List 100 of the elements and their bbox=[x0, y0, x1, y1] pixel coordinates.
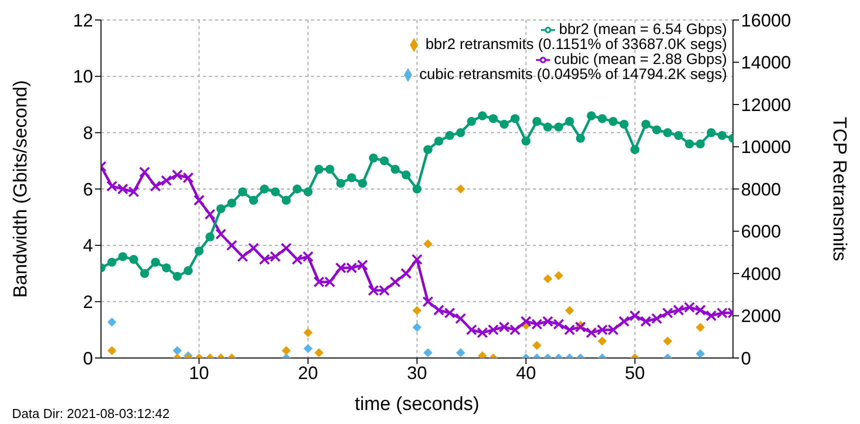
point bbox=[162, 263, 171, 272]
point bbox=[150, 258, 160, 267]
point bbox=[194, 194, 205, 206]
y2-tick-label: 0 bbox=[741, 348, 752, 368]
point bbox=[314, 164, 324, 174]
point bbox=[237, 251, 248, 262]
point bbox=[194, 246, 204, 256]
point bbox=[215, 228, 226, 240]
point bbox=[674, 130, 684, 140]
point bbox=[576, 134, 585, 143]
point bbox=[629, 310, 640, 322]
point bbox=[107, 258, 116, 267]
x-tick-label: 50 bbox=[624, 362, 645, 383]
y-tick-label: 12 bbox=[72, 10, 93, 30]
point bbox=[434, 136, 444, 146]
point bbox=[216, 204, 226, 214]
point bbox=[325, 164, 334, 174]
point bbox=[390, 164, 400, 174]
point bbox=[139, 166, 150, 178]
point bbox=[620, 120, 629, 129]
point bbox=[696, 139, 705, 148]
legend-label: cubic retransmits (0.0495% of 14794.2K segs) bbox=[419, 66, 727, 83]
point bbox=[184, 266, 193, 276]
point bbox=[270, 187, 280, 196]
y-axis-title: Bandwidth (Gbits/second) bbox=[10, 80, 32, 298]
y-tick-label: 6 bbox=[82, 179, 93, 200]
point bbox=[368, 154, 378, 163]
y2-tick-label: 8000 bbox=[741, 179, 782, 200]
point bbox=[586, 111, 596, 120]
point bbox=[456, 128, 466, 138]
point bbox=[400, 268, 412, 279]
point bbox=[652, 125, 662, 134]
legend-label: bbr2 (mean = 6.54 Gbps) bbox=[558, 21, 727, 38]
x-tick-label: 20 bbox=[298, 362, 318, 383]
y2-tick-label: 4000 bbox=[741, 264, 782, 284]
point bbox=[380, 156, 389, 166]
x-axis-title: time (seconds) bbox=[354, 394, 480, 415]
point bbox=[478, 111, 487, 120]
point bbox=[412, 184, 422, 194]
x-tick-label: 10 bbox=[189, 362, 210, 383]
y2-tick-label: 16000 bbox=[741, 10, 792, 30]
point bbox=[160, 175, 172, 186]
point bbox=[543, 122, 552, 132]
point bbox=[706, 128, 716, 138]
y-tick-label: 10 bbox=[72, 66, 93, 87]
point bbox=[205, 232, 214, 242]
point bbox=[455, 313, 466, 324]
point bbox=[402, 170, 411, 180]
point bbox=[412, 254, 422, 265]
point bbox=[249, 196, 258, 205]
point bbox=[500, 120, 509, 129]
point bbox=[684, 139, 694, 148]
point bbox=[423, 145, 432, 154]
point bbox=[358, 178, 368, 188]
y-tick-label: 0 bbox=[82, 348, 93, 368]
point bbox=[422, 296, 434, 308]
point bbox=[129, 254, 138, 264]
point bbox=[336, 178, 346, 188]
point bbox=[445, 130, 454, 140]
legend-label: bbr2 retransmits (0.1151% of 33687.0K segs) bbox=[425, 36, 727, 53]
point bbox=[598, 114, 607, 124]
y2-axis-title: TCP Retransmits bbox=[828, 116, 850, 262]
y-tick-label: 4 bbox=[82, 236, 93, 256]
point bbox=[227, 198, 236, 208]
point bbox=[280, 242, 292, 254]
point bbox=[248, 242, 260, 254]
point bbox=[260, 184, 269, 194]
y2-tick-label: 10000 bbox=[741, 137, 792, 158]
y2-tick-label: 14000 bbox=[741, 52, 792, 73]
y2-tick-label: 6000 bbox=[741, 222, 782, 242]
text: Data Dir: 2021-08-03:12:42 bbox=[12, 406, 170, 421]
y2-tick-label: 2000 bbox=[741, 306, 782, 326]
point bbox=[140, 269, 150, 278]
point bbox=[663, 128, 672, 138]
point bbox=[150, 180, 161, 192]
point bbox=[347, 173, 356, 182]
y-tick-label: 8 bbox=[82, 123, 93, 144]
point bbox=[292, 184, 302, 194]
legend-label: cubic (mean = 2.88 Gbps) bbox=[554, 51, 727, 68]
point bbox=[641, 120, 650, 129]
point bbox=[565, 116, 574, 126]
point bbox=[282, 196, 291, 205]
point bbox=[466, 116, 476, 126]
point bbox=[488, 114, 498, 124]
y-tick-label: 2 bbox=[82, 292, 93, 312]
point bbox=[608, 116, 618, 126]
point bbox=[718, 130, 727, 140]
point bbox=[532, 116, 542, 126]
point bbox=[521, 136, 530, 146]
point bbox=[554, 122, 564, 132]
point bbox=[226, 240, 238, 251]
point bbox=[238, 187, 248, 196]
point bbox=[204, 208, 216, 220]
x-tick-label: 40 bbox=[516, 362, 536, 383]
point bbox=[118, 252, 128, 262]
x-tick-label: 30 bbox=[406, 362, 428, 383]
point bbox=[390, 276, 401, 288]
point bbox=[172, 272, 182, 281]
point bbox=[618, 316, 630, 327]
point bbox=[510, 114, 520, 124]
